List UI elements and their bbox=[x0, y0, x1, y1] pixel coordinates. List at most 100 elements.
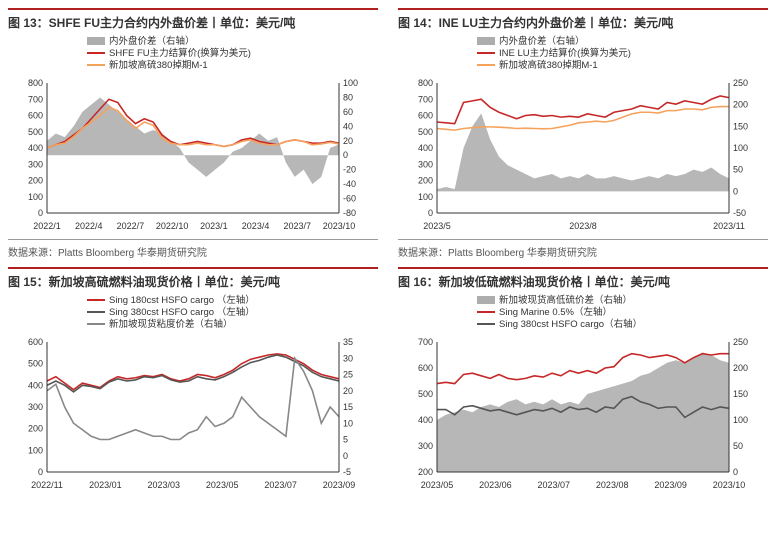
svg-text:600: 600 bbox=[28, 111, 43, 121]
svg-text:2023/07: 2023/07 bbox=[264, 480, 297, 490]
svg-text:200: 200 bbox=[733, 363, 748, 373]
svg-text:-20: -20 bbox=[343, 165, 356, 175]
chart-title: 图 13：SHFE FU主力合约内外盘价差丨单位：美元/吨 bbox=[8, 8, 378, 31]
svg-text:0: 0 bbox=[733, 186, 738, 196]
svg-text:35: 35 bbox=[343, 337, 353, 347]
source-label: 数据来源： bbox=[398, 248, 448, 259]
svg-text:新加坡现货高低硫价差（右轴）: 新加坡现货高低硫价差（右轴） bbox=[499, 294, 632, 306]
svg-text:300: 300 bbox=[418, 159, 433, 169]
svg-text:2023/09: 2023/09 bbox=[323, 480, 356, 490]
svg-text:SHFE FU主力结算价(换算为美元): SHFE FU主力结算价(换算为美元) bbox=[109, 47, 251, 59]
svg-text:2023/09: 2023/09 bbox=[654, 480, 687, 490]
svg-text:400: 400 bbox=[28, 143, 43, 153]
svg-text:25: 25 bbox=[343, 370, 353, 380]
svg-text:500: 500 bbox=[28, 359, 43, 369]
svg-text:-50: -50 bbox=[733, 208, 746, 218]
svg-text:80: 80 bbox=[343, 92, 353, 102]
svg-text:2023/07: 2023/07 bbox=[538, 480, 571, 490]
svg-text:300: 300 bbox=[28, 402, 43, 412]
svg-text:0: 0 bbox=[343, 150, 348, 160]
svg-text:2023/1: 2023/1 bbox=[200, 221, 228, 231]
svg-text:2023/03: 2023/03 bbox=[148, 480, 181, 490]
svg-text:2022/4: 2022/4 bbox=[75, 221, 103, 231]
svg-text:INE LU主力结算价(换算为美元): INE LU主力结算价(换算为美元) bbox=[499, 47, 631, 59]
svg-text:2023/10: 2023/10 bbox=[713, 480, 746, 490]
svg-text:200: 200 bbox=[733, 100, 748, 110]
svg-text:500: 500 bbox=[28, 127, 43, 137]
chart-area: 2003004005006007000501001502002502023/05… bbox=[398, 294, 768, 494]
svg-text:0: 0 bbox=[38, 208, 43, 218]
svg-text:200: 200 bbox=[418, 467, 433, 477]
svg-text:250: 250 bbox=[733, 78, 748, 88]
svg-text:Sing 380cst HSFO cargo （左轴）: Sing 380cst HSFO cargo （左轴） bbox=[109, 306, 255, 318]
svg-text:300: 300 bbox=[28, 159, 43, 169]
svg-text:700: 700 bbox=[418, 94, 433, 104]
svg-text:500: 500 bbox=[418, 389, 433, 399]
chart-panel: 图 15：新加坡高硫燃料油现货价格丨单位：美元/吨 0 100 200 300 400 50… bbox=[8, 267, 378, 494]
svg-text:50: 50 bbox=[733, 165, 743, 175]
svg-text:100: 100 bbox=[733, 415, 748, 425]
chart-panel: 图 13：SHFE FU主力合约内外盘价差丨单位：美元/吨 0 100 200 300 4… bbox=[8, 8, 378, 259]
svg-text:100: 100 bbox=[28, 445, 43, 455]
svg-text:新加坡高硫380掉期M-1: 新加坡高硫380掉期M-1 bbox=[109, 59, 208, 71]
svg-text:2023/06: 2023/06 bbox=[479, 480, 512, 490]
svg-text:-60: -60 bbox=[343, 194, 356, 204]
svg-text:60: 60 bbox=[343, 107, 353, 117]
svg-text:-5: -5 bbox=[343, 467, 351, 477]
svg-text:40: 40 bbox=[343, 121, 353, 131]
svg-text:150: 150 bbox=[733, 121, 748, 131]
svg-text:2023/4: 2023/4 bbox=[242, 221, 270, 231]
svg-text:2023/05: 2023/05 bbox=[421, 480, 454, 490]
svg-text:300: 300 bbox=[418, 441, 433, 451]
svg-text:-40: -40 bbox=[343, 179, 356, 189]
svg-text:0: 0 bbox=[38, 467, 43, 477]
svg-text:400: 400 bbox=[28, 380, 43, 390]
svg-text:500: 500 bbox=[418, 127, 433, 137]
svg-text:-80: -80 bbox=[343, 208, 356, 218]
svg-text:10: 10 bbox=[343, 418, 353, 428]
svg-text:2023/5: 2023/5 bbox=[423, 221, 451, 231]
source-text: Platts Bloomberg 华泰期货研究院 bbox=[58, 248, 207, 259]
chart-title: 图 15：新加坡高硫燃料油现货价格丨单位：美元/吨 bbox=[8, 267, 378, 290]
svg-text:400: 400 bbox=[418, 415, 433, 425]
svg-text:2023/7: 2023/7 bbox=[284, 221, 312, 231]
svg-text:2023/10: 2023/10 bbox=[323, 221, 356, 231]
svg-text:600: 600 bbox=[28, 337, 43, 347]
svg-text:0: 0 bbox=[428, 208, 433, 218]
chart-source: 数据来源：Platts Bloomberg 华泰期货研究院 bbox=[398, 239, 768, 259]
svg-text:0: 0 bbox=[733, 467, 738, 477]
svg-text:2023/05: 2023/05 bbox=[206, 480, 239, 490]
chart-panel: 图 14：INE LU主力合约内外盘价差丨单位：美元/吨 0 100 200 300 40… bbox=[398, 8, 768, 259]
svg-text:800: 800 bbox=[418, 78, 433, 88]
svg-text:200: 200 bbox=[28, 424, 43, 434]
svg-text:内外盘价差（右轴）: 内外盘价差（右轴） bbox=[499, 35, 585, 47]
svg-text:400: 400 bbox=[418, 143, 433, 153]
svg-text:内外盘价差（右轴）: 内外盘价差（右轴） bbox=[109, 35, 195, 47]
svg-text:200: 200 bbox=[28, 176, 43, 186]
svg-text:100: 100 bbox=[733, 143, 748, 153]
chart-title: 图 14：INE LU主力合约内外盘价差丨单位：美元/吨 bbox=[398, 8, 768, 31]
svg-text:30: 30 bbox=[343, 353, 353, 363]
svg-text:2023/01: 2023/01 bbox=[89, 480, 122, 490]
source-text: Platts Bloomberg 华泰期货研究院 bbox=[448, 248, 597, 259]
svg-text:20: 20 bbox=[343, 386, 353, 396]
svg-text:Sing 180cst HSFO cargo （左轴）: Sing 180cst HSFO cargo （左轴） bbox=[109, 294, 255, 306]
svg-text:250: 250 bbox=[733, 337, 748, 347]
svg-text:700: 700 bbox=[28, 94, 43, 104]
svg-text:50: 50 bbox=[733, 441, 743, 451]
chart-area: 0100200300400500600700800-80-60-40-20020… bbox=[8, 35, 378, 235]
svg-text:2022/10: 2022/10 bbox=[156, 221, 189, 231]
chart-area: 0100200300400500600700800-50050100150200… bbox=[398, 35, 768, 235]
svg-text:200: 200 bbox=[418, 176, 433, 186]
svg-text:2022/11: 2022/11 bbox=[31, 480, 63, 490]
svg-text:2022/7: 2022/7 bbox=[117, 221, 145, 231]
svg-text:100: 100 bbox=[28, 192, 43, 202]
chart-title: 图 16：新加坡低硫燃料油现货价格丨单位：美元/吨 bbox=[398, 267, 768, 290]
svg-text:2023/8: 2023/8 bbox=[569, 221, 597, 231]
svg-text:2023/11: 2023/11 bbox=[713, 221, 745, 231]
svg-text:150: 150 bbox=[733, 389, 748, 399]
chart-source: 数据来源：Platts Bloomberg 华泰期货研究院 bbox=[8, 239, 378, 259]
svg-text:Sing 380cst HSFO cargo（右轴）: Sing 380cst HSFO cargo（右轴） bbox=[499, 318, 642, 330]
svg-text:新加坡高硫380掉期M-1: 新加坡高硫380掉期M-1 bbox=[499, 59, 598, 71]
svg-text:15: 15 bbox=[343, 402, 353, 412]
